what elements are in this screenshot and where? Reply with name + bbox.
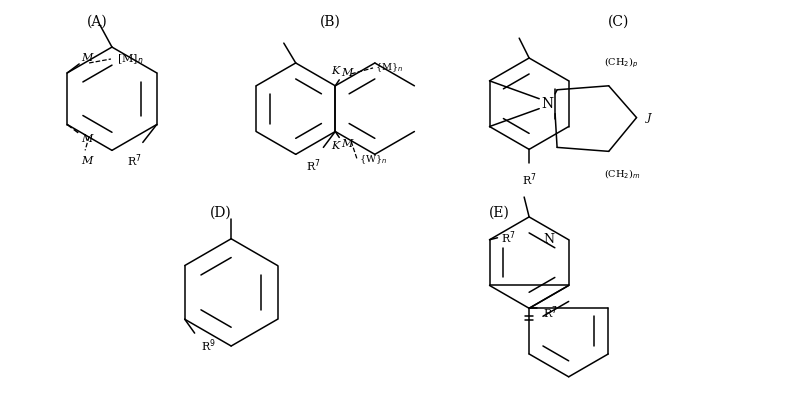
Text: R$^9$: R$^9$ [201,337,215,354]
Text: M: M [81,135,93,144]
Text: (CH$_2$)$_m$: (CH$_2$)$_m$ [604,167,640,181]
Text: (D): (D) [210,206,232,220]
Text: R$^7$: R$^7$ [502,229,516,246]
Text: (B): (B) [320,14,341,28]
Text: N: N [544,233,554,246]
Text: R$^7$: R$^7$ [127,152,142,169]
Text: (CH$_2$)$_p$: (CH$_2$)$_p$ [604,55,638,70]
Text: (C): (C) [608,14,629,28]
Text: M: M [342,68,353,78]
Text: R$^7$: R$^7$ [306,157,321,174]
Text: M: M [81,156,93,166]
Text: R$^7$: R$^7$ [522,171,537,188]
Text: M: M [81,53,93,63]
Text: K: K [331,66,339,76]
Text: N: N [541,97,554,111]
Text: K: K [331,142,339,151]
Text: {M}$_n$: {M}$_n$ [375,62,403,74]
Text: [M]$_n$: [M]$_n$ [117,52,143,66]
Text: J: J [646,113,651,122]
Text: R$^7$: R$^7$ [543,304,558,321]
Text: (A): (A) [86,14,107,28]
Text: {W}$_n$: {W}$_n$ [359,153,387,166]
Text: M: M [342,140,353,149]
Text: (E): (E) [489,206,510,220]
